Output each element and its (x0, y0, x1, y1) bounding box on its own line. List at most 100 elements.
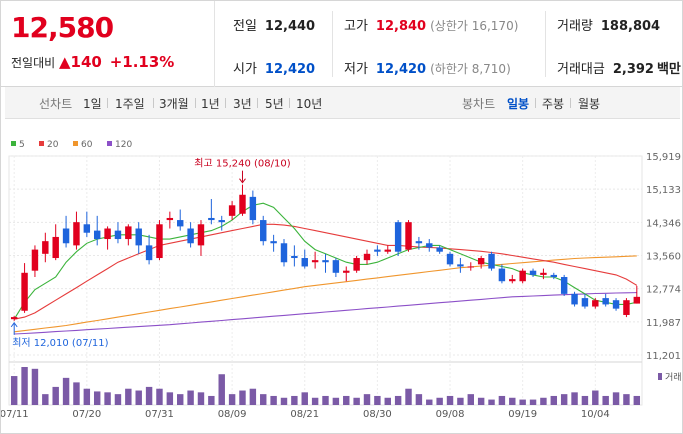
candle-body (374, 249, 381, 252)
candle-body (446, 253, 454, 265)
divider (107, 98, 108, 108)
volume-bar (394, 395, 402, 405)
y-tick-label: 12,774 (646, 285, 681, 296)
volume-bar (114, 394, 122, 405)
volume-bar (187, 390, 194, 405)
x-tick-label: 09/08 (436, 409, 465, 420)
lower-limit: (하한가 8,710) (430, 62, 511, 76)
volume-bar (623, 394, 630, 405)
volume-bar (363, 394, 371, 405)
volume-bar (10, 376, 18, 405)
volume-bar (602, 395, 609, 405)
legend-label: 5 (19, 140, 25, 150)
x-tick-label: 09/19 (508, 409, 537, 420)
period-tabs: 선차트 1일 1주일 3개월 1년 3년 5년 10년 봉차트 일봉 주봉 월봉 (5, 87, 680, 119)
volume-bar (177, 394, 184, 405)
stat-label: 거래량 (557, 19, 593, 34)
candle-body (73, 222, 80, 246)
stat-value: 12,440 (264, 19, 316, 34)
candle-body (83, 224, 91, 233)
tab-1d[interactable]: 1일 (83, 97, 102, 111)
tab-1w[interactable]: 1주일 (115, 97, 145, 111)
legend-swatch (107, 141, 112, 146)
high-annotation: 최고 15,240 (08/10) (194, 158, 290, 170)
candle-body (457, 264, 464, 267)
x-tick-label: 07/11 (1, 409, 29, 420)
candle-body (322, 260, 329, 263)
y-tick-label: 11,201 (646, 351, 681, 362)
stat-high: 고가 12,840 (상한가 16,170) (344, 15, 518, 34)
stat-volume: 거래량 188,804 (557, 15, 660, 34)
volume-bar (52, 386, 59, 405)
x-tick-label: 08/21 (290, 409, 319, 420)
price-box: 12,580 전일대비 ▲140 +1.13% (1, 1, 215, 87)
volume-bar (581, 395, 589, 405)
candle-body (135, 228, 142, 246)
candle-body (93, 230, 101, 240)
current-price: 12,580 (11, 11, 114, 44)
candle-body (311, 260, 319, 263)
quote-header: 12,580 전일대비 ▲140 +1.13% 전일 12,440 고가 12,84… (1, 1, 683, 87)
candle-body (477, 258, 485, 265)
volume-bar (405, 388, 412, 405)
volume-bar (353, 397, 360, 405)
volume-bar (280, 397, 288, 405)
tab-daily[interactable]: 일봉 (507, 97, 530, 111)
volume-bar (83, 388, 91, 405)
volume-bar (21, 367, 28, 405)
amount-unit: 백만 (656, 62, 681, 77)
volume-bar (374, 395, 381, 405)
candle-body (633, 296, 641, 304)
stat-value: 12,420 (375, 62, 427, 77)
stats-panel: 전일 12,440 고가 12,840 (상한가 16,170) 거래량 188,804… (215, 1, 683, 87)
candle-body (187, 228, 194, 244)
volume-bar (612, 392, 620, 405)
volume-bar (519, 399, 526, 405)
stat-label: 전일 (233, 19, 257, 34)
candle-body (104, 228, 111, 240)
divider (545, 11, 546, 77)
tab-3y[interactable]: 3년 (233, 97, 252, 111)
volume-bar (73, 382, 80, 405)
tab-10y[interactable]: 10년 (296, 97, 323, 111)
volume-bar (270, 395, 277, 405)
high-arrow-head (239, 178, 246, 184)
candle-body (42, 241, 49, 254)
low-arrow-head (10, 322, 18, 328)
change-percent: +1.13% (109, 53, 175, 71)
candle-body (602, 298, 609, 305)
x-tick-label: 07/20 (72, 409, 101, 420)
candle-body (62, 228, 70, 244)
volume-bar (550, 395, 558, 405)
candle-body (21, 272, 28, 311)
stat-value: 12,840 (375, 19, 427, 34)
tab-3m[interactable]: 3개월 (159, 97, 189, 111)
candle-body (218, 220, 225, 223)
candle-body (10, 317, 18, 320)
candle-body (498, 268, 506, 282)
divider (535, 98, 536, 108)
tab-weekly[interactable]: 주봉 (542, 97, 565, 111)
volume-bar (62, 377, 70, 405)
volume-bars: 거래량 (10, 367, 682, 405)
candle-body (384, 249, 391, 252)
tab-1y[interactable]: 1년 (201, 97, 220, 111)
divider (570, 98, 571, 108)
volume-bar (156, 388, 163, 405)
volume-bar (311, 397, 319, 405)
candle-body (426, 243, 433, 248)
legend-label: 20 (47, 140, 59, 150)
candle-body (519, 270, 526, 282)
tab-monthly[interactable]: 월봉 (578, 97, 601, 111)
stat-low: 저가 12,420 (하한가 8,710) (344, 58, 511, 77)
candle-body (405, 222, 412, 250)
tab-5y[interactable]: 5년 (265, 97, 284, 111)
change-row: 전일대비 ▲140 +1.13% (11, 53, 174, 71)
candle-body (550, 274, 558, 278)
candle-body (270, 241, 277, 244)
volume-bar (125, 388, 132, 405)
volume-bar (426, 399, 433, 405)
stat-label: 저가 (344, 62, 368, 77)
candle-body (177, 220, 184, 227)
